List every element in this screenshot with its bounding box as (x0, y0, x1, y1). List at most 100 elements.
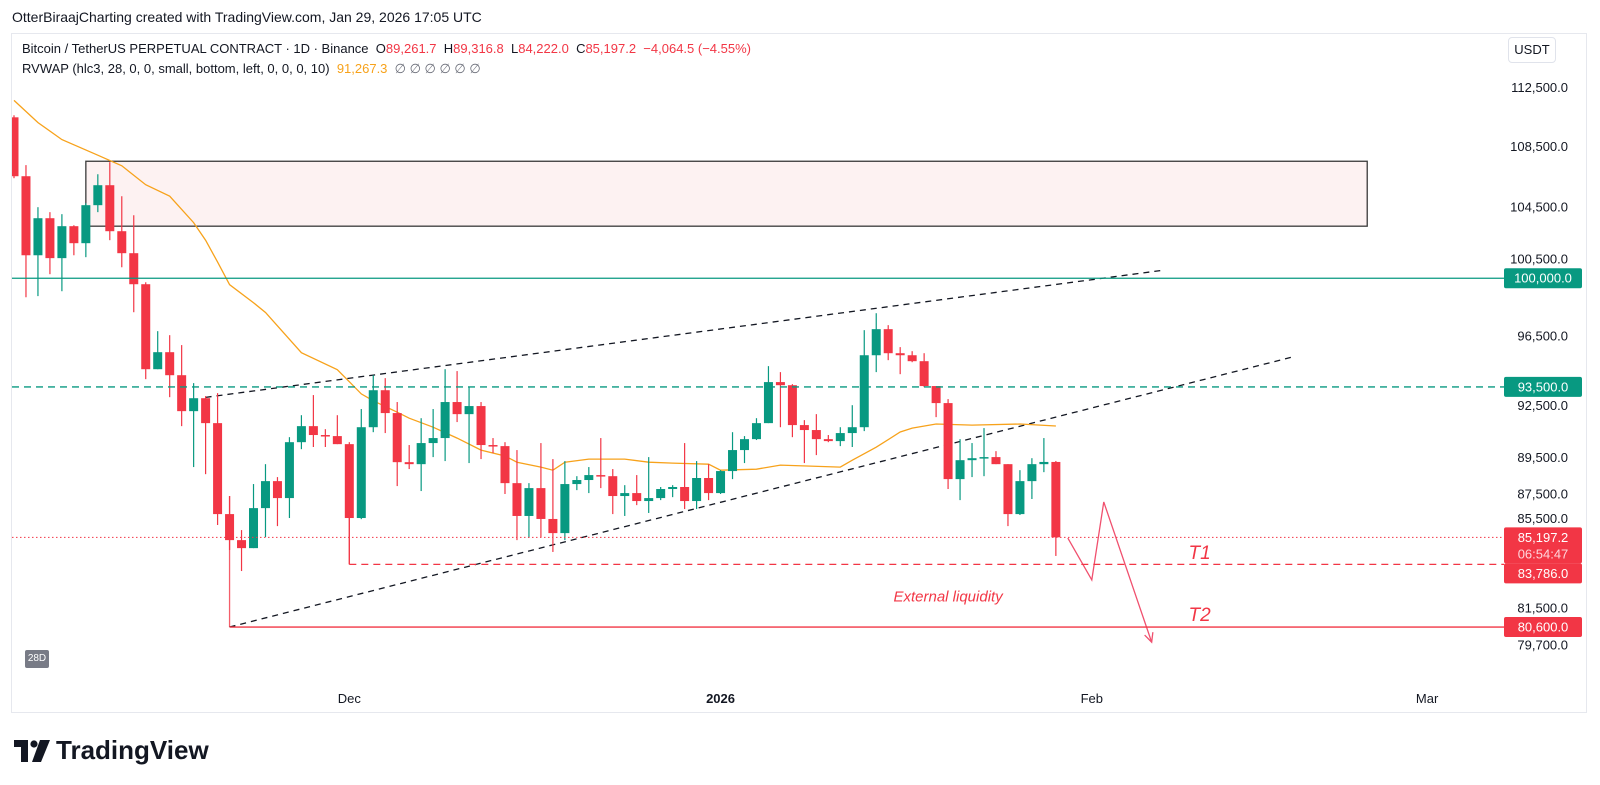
candle-body (284, 442, 294, 499)
indicator-value: 91,267.3 (336, 61, 388, 76)
candle-body (500, 446, 510, 484)
price-axis-tick: 79,700.0 (1517, 638, 1568, 653)
price-axis-tick: 112,500.0 (1511, 80, 1568, 95)
candle (1015, 470, 1025, 516)
candle (560, 461, 570, 541)
candle (21, 165, 31, 298)
annotation-label: External liquidity (893, 589, 1004, 606)
candle (716, 470, 726, 495)
candle (33, 207, 43, 297)
candle-body (392, 413, 402, 463)
candle-body (1015, 481, 1025, 515)
candle-body (979, 457, 989, 459)
price-level-badge (1504, 268, 1582, 289)
low-value: 84,222.0 (518, 41, 569, 56)
indicator-empty-values: ∅ ∅ ∅ ∅ ∅ ∅ (394, 61, 481, 76)
candle-body (452, 402, 462, 415)
candle (979, 428, 989, 477)
arrowhead-icon (1144, 632, 1154, 644)
candle-body (45, 218, 55, 259)
price-level-badge (1504, 376, 1582, 397)
candle-body (404, 462, 414, 465)
candle-body (213, 423, 223, 515)
candle-body (189, 398, 199, 412)
candle (93, 174, 103, 213)
candle (284, 437, 294, 519)
candle (141, 282, 151, 380)
price-axis-tick: 104,500.0 (1510, 200, 1568, 215)
candle-body (991, 457, 1001, 465)
candle-body (716, 471, 726, 494)
currency-button[interactable]: USDT (1508, 37, 1556, 63)
candle (320, 429, 330, 448)
candle-body (775, 382, 785, 386)
candle-body (704, 478, 714, 494)
price-level-badge (1504, 527, 1582, 564)
tradingview-logo-icon (14, 739, 50, 762)
candle-body (1051, 461, 1061, 538)
candle-body (763, 382, 773, 424)
symbol-title[interactable]: Bitcoin / TetherUS PERPETUAL CONTRACT · … (22, 41, 369, 56)
candle-body (967, 458, 977, 461)
open-value: 89,261.7 (385, 41, 437, 56)
candle-body (201, 398, 211, 424)
candle (943, 399, 953, 490)
candle-body (1003, 464, 1013, 515)
candle-body (428, 438, 438, 444)
candle-body (512, 483, 522, 516)
indicator-title[interactable]: RVWAP (hlc3, 28, 0, 0, small, bottom, le… (22, 61, 330, 76)
candle-body (440, 402, 450, 439)
candle (620, 485, 630, 516)
change-value: −4,064.5 (−4.55%) (643, 41, 751, 56)
period-badge: 28D (25, 650, 49, 668)
candle (835, 427, 845, 447)
candle-body (117, 231, 127, 254)
indicator-legend: RVWAP (hlc3, 28, 0, 0, small, bottom, le… (22, 61, 481, 77)
candle-body (955, 460, 965, 480)
candle (548, 459, 558, 552)
candle (907, 351, 917, 363)
open-label: O (375, 41, 386, 56)
candle-body (105, 185, 115, 232)
candle (117, 196, 127, 268)
candle (249, 484, 259, 549)
candle-body (536, 488, 546, 519)
chart-caption: OtterBiraajCharting created with Trading… (12, 9, 482, 25)
tradingview-logo[interactable]: TradingView (14, 735, 209, 766)
candle (237, 530, 247, 572)
candle-body (859, 355, 869, 428)
candle-body (320, 435, 330, 437)
candle-body (895, 353, 905, 356)
brand-name: TradingView (56, 735, 209, 765)
candle-body (524, 488, 534, 516)
candle-body (1039, 461, 1049, 465)
candle-body (608, 476, 618, 497)
candle-body (548, 518, 558, 534)
candle (452, 371, 462, 423)
candle-body (584, 475, 594, 481)
price-axis-tick: 96,500.0 (1517, 328, 1568, 343)
price-level-badge-label: 80,600.0 (1518, 620, 1569, 635)
chart-pane[interactable] (11, 33, 1587, 713)
candle (728, 432, 738, 480)
candle-body (344, 444, 354, 519)
candle (356, 409, 366, 520)
price-level-badge (1504, 563, 1582, 584)
candle-body (692, 478, 702, 502)
candle (895, 347, 905, 375)
candle-body (237, 540, 247, 549)
candle (608, 469, 618, 515)
candle (81, 203, 91, 258)
candle (584, 467, 594, 494)
candle (572, 476, 582, 491)
candle (332, 415, 342, 445)
candle-body (632, 493, 642, 502)
candle (69, 225, 79, 256)
candle-body (464, 406, 474, 415)
candle (392, 402, 402, 487)
candle (57, 214, 67, 292)
time-axis-tick: Feb (1081, 691, 1103, 706)
candle (488, 438, 498, 454)
candle (177, 345, 187, 427)
